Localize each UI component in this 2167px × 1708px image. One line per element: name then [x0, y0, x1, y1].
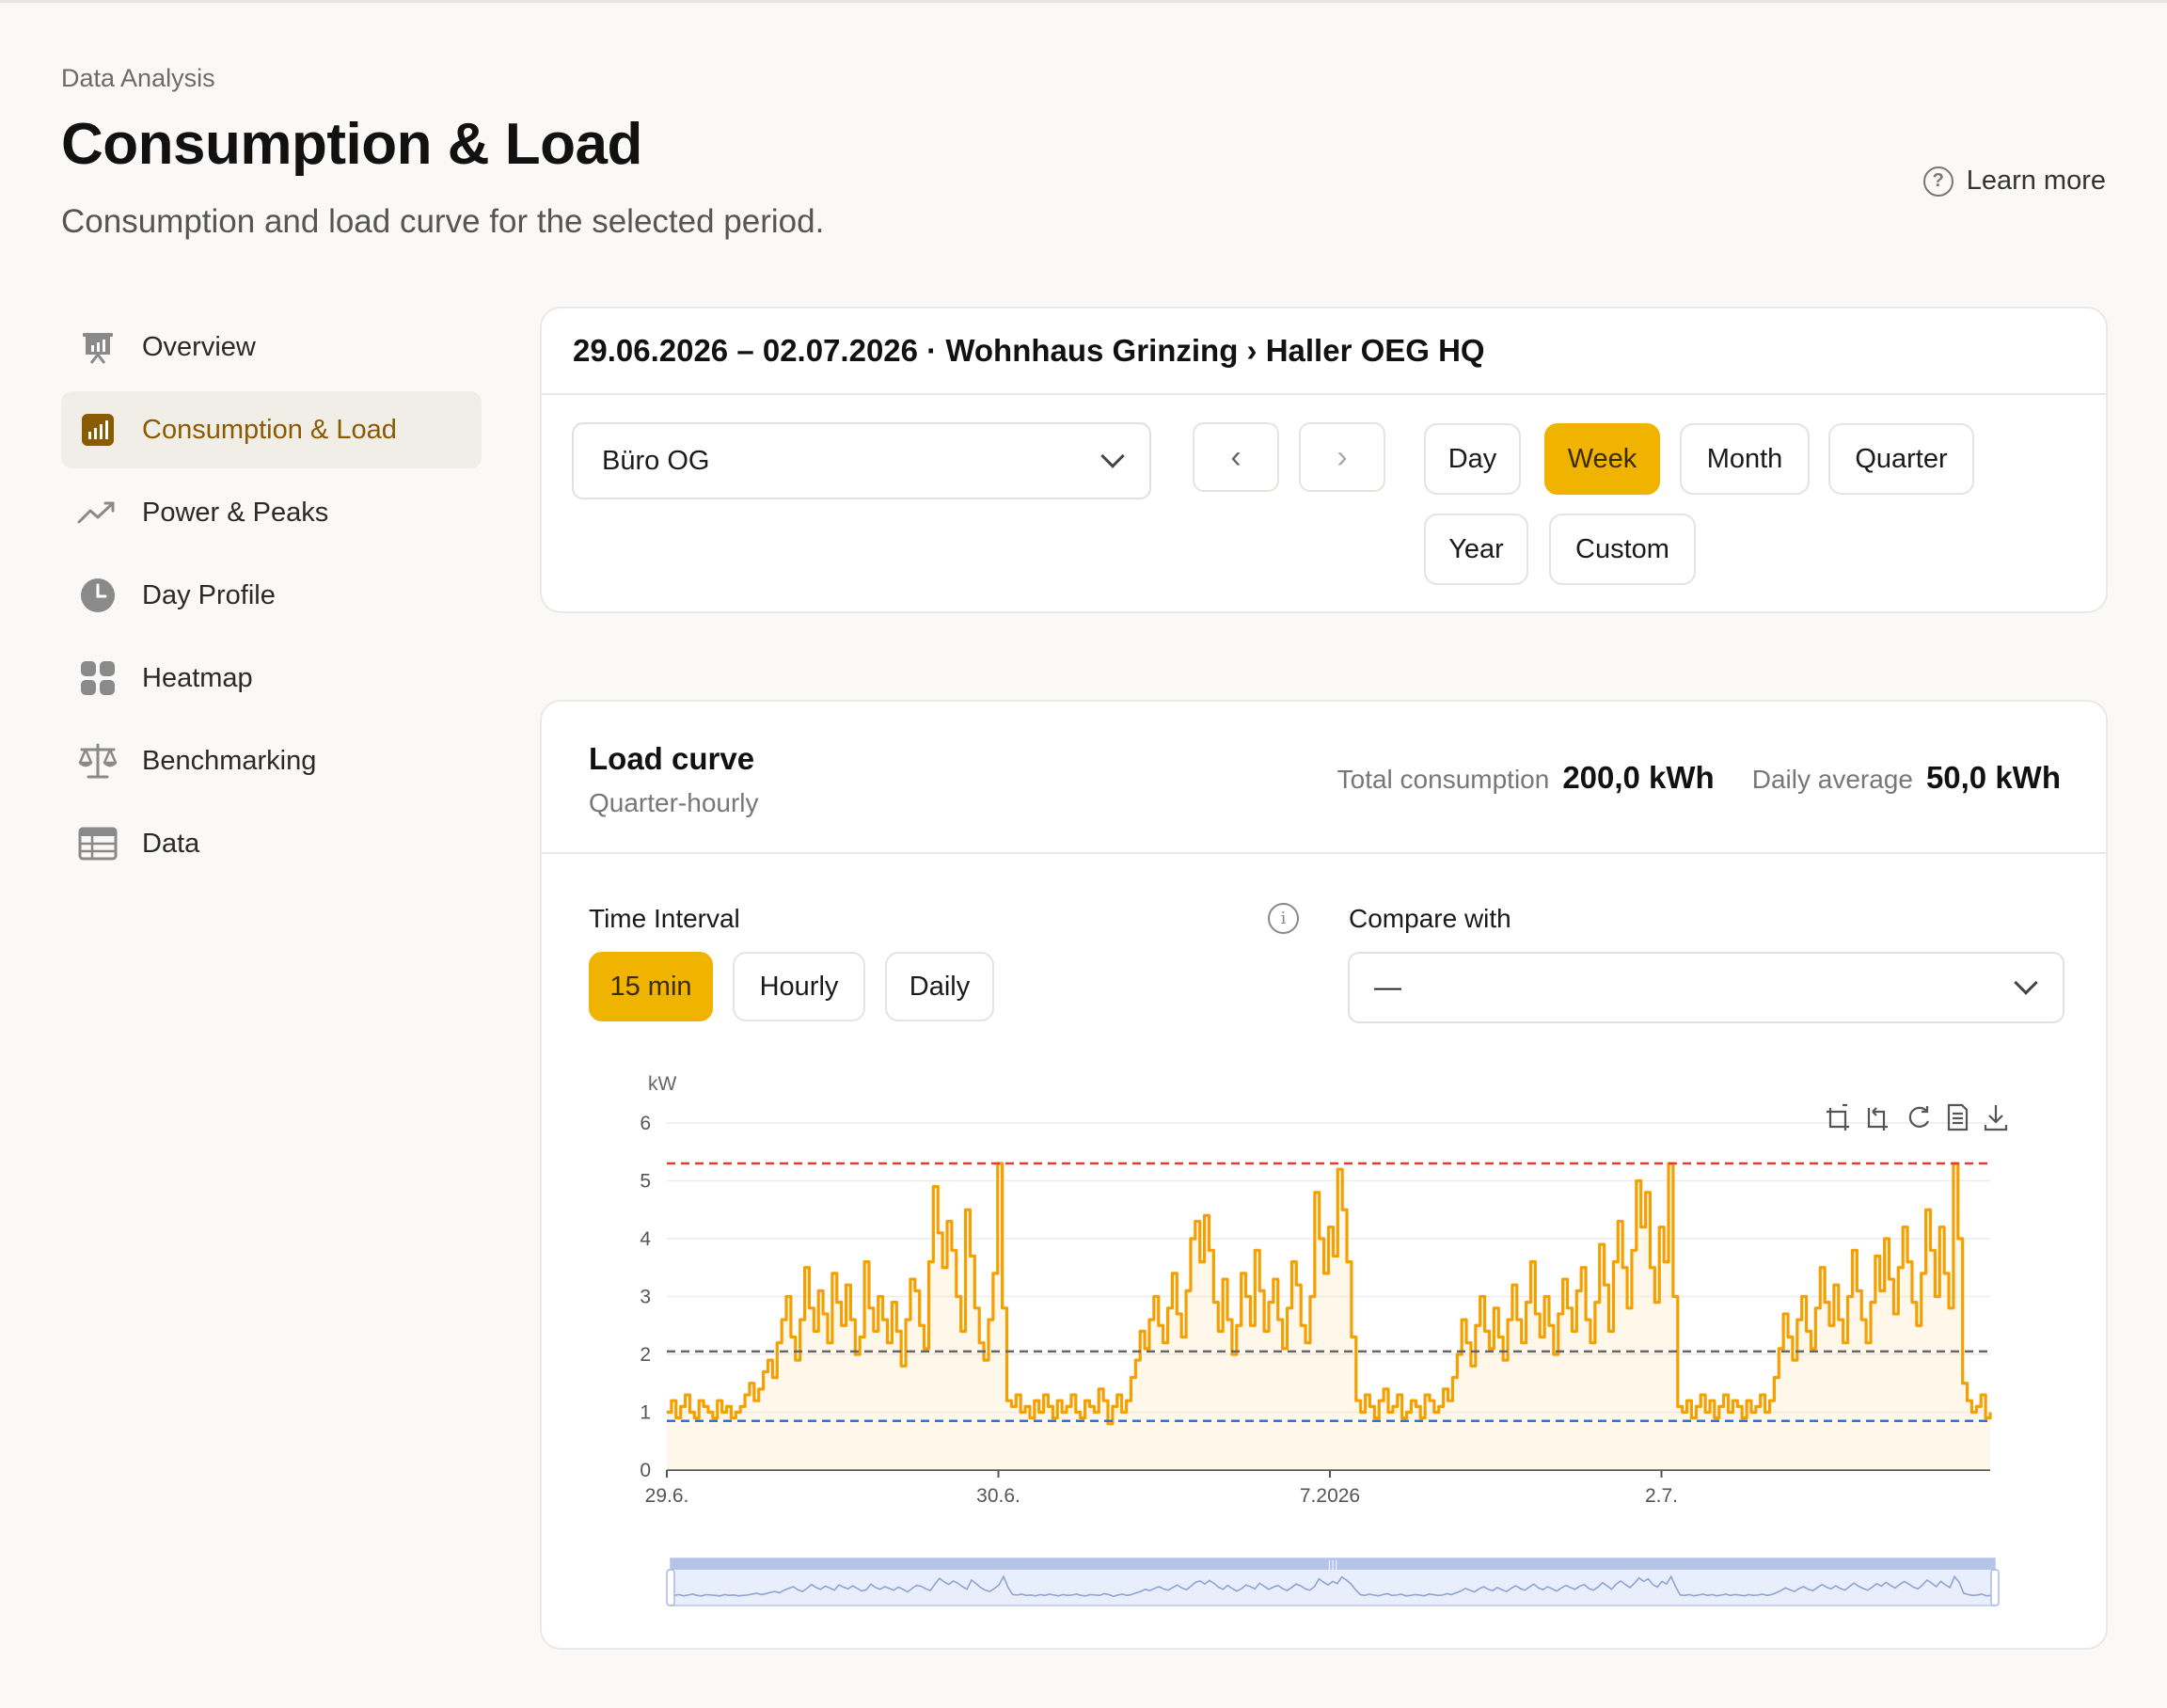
prev-period-button[interactable]: ‹ — [1193, 422, 1279, 492]
interval-daily-button[interactable]: Daily — [885, 952, 994, 1021]
learn-more-label: Learn more — [1966, 166, 2106, 196]
zoom-slider-preview — [673, 1574, 1992, 1598]
daily-average-label: Daily average — [1751, 765, 1913, 794]
y-tick-label: 1 — [640, 1402, 651, 1424]
sidebar-item-label: Overview — [142, 331, 256, 362]
x-tick-label: 7.2026 — [1300, 1485, 1360, 1507]
period-quarter-button[interactable]: Quarter — [1828, 423, 1974, 495]
zoom-reset-icon[interactable] — [1867, 1107, 1888, 1131]
sidebar-item-day-profile[interactable]: Day Profile — [61, 557, 482, 634]
page-title: Consumption & Load — [61, 112, 642, 177]
zoom-slider-left-handle — [666, 1569, 675, 1606]
scale-icon — [76, 739, 119, 783]
y-tick-label: 5 — [640, 1171, 651, 1193]
zoom-slider-right-handle — [1990, 1569, 2000, 1606]
grid-icon — [76, 656, 119, 700]
x-tick-label: 30.6. — [976, 1485, 1020, 1507]
time-interval-label: Time Interval — [589, 904, 740, 933]
sidebar-item-label: Benchmarking — [142, 745, 317, 776]
load-curve-title: Load curve — [589, 741, 755, 776]
daily-average-value: 50,0 kWh — [1925, 760, 2061, 795]
load-curve-chart[interactable]: kW 0 1 2 3 4 5 6 29.6. 30.6. 7.2026 2.7. ||| — [542, 702, 2106, 1648]
load-curve-subtitle: Quarter-hourly — [589, 788, 759, 817]
trending-up-icon — [76, 491, 119, 534]
load-curve-header: Load curve Quarter-hourly Total consumpt… — [542, 702, 2106, 854]
interval-15min-button[interactable]: 15 min — [589, 952, 713, 1021]
chevron-left-icon: ‹ — [1230, 438, 1242, 475]
section-eyebrow: Data Analysis — [61, 64, 215, 92]
meter-select-value: Büro OG — [602, 445, 710, 476]
x-tick-label: 29.6. — [645, 1485, 689, 1507]
period-heading: 29.06.2026 – 02.07.2026 · Wohnhaus Grinz… — [542, 308, 2106, 395]
page-subtitle: Consumption and load curve for the selec… — [61, 203, 825, 240]
compare-with-label: Compare with — [1349, 904, 1511, 933]
download-icon[interactable] — [1984, 1105, 2008, 1131]
period-month-button[interactable]: Month — [1680, 423, 1810, 495]
table-icon — [76, 822, 119, 865]
y-tick-label: 4 — [640, 1228, 651, 1250]
y-tick-label: 0 — [640, 1460, 651, 1481]
compare-with-select[interactable]: — — [1348, 952, 2064, 1023]
filter-card: 29.06.2026 – 02.07.2026 · Wohnhaus Grinz… — [540, 307, 2108, 613]
chevron-right-icon: › — [1337, 438, 1348, 475]
help-icon: ? — [1922, 166, 1953, 197]
next-period-button[interactable]: › — [1299, 422, 1385, 492]
period-day-button[interactable]: Day — [1424, 423, 1521, 495]
consumption-stats: Total consumption 200,0 kWh Daily averag… — [1337, 760, 2061, 796]
total-consumption-value: 200,0 kWh — [1562, 760, 1715, 795]
learn-more-link[interactable]: ? Learn more — [1922, 166, 2106, 197]
sidebar-item-benchmarking[interactable]: Benchmarking — [61, 722, 482, 799]
x-tick-label: 2.7. — [1645, 1485, 1678, 1507]
sidebar-item-power-peaks[interactable]: Power & Peaks — [61, 474, 482, 551]
total-consumption-label: Total consumption — [1337, 765, 1550, 794]
clock-icon — [76, 574, 119, 617]
period-custom-button[interactable]: Custom — [1549, 514, 1696, 585]
load-curve-card: Load curve Quarter-hourly Total consumpt… — [540, 700, 2108, 1650]
sidebar-item-label: Power & Peaks — [142, 497, 329, 528]
top-border — [0, 0, 2167, 3]
presentation-chart-icon — [76, 325, 119, 369]
y-tick-label: 2 — [640, 1344, 651, 1366]
sidebar-item-consumption-load[interactable]: Consumption & Load — [61, 391, 482, 468]
interval-hourly-button[interactable]: Hourly — [733, 952, 865, 1021]
sidebar-item-label: Data — [142, 828, 200, 859]
chevron-down-icon — [1100, 444, 1125, 468]
zoom-slider-grip-icon: ||| — [1327, 1558, 1337, 1571]
sidebar-item-label: Consumption & Load — [142, 414, 397, 445]
y-tick-label: 6 — [640, 1113, 651, 1134]
sidebar-item-data[interactable]: Data — [61, 805, 482, 882]
sidebar-item-heatmap[interactable]: Heatmap — [61, 640, 482, 717]
info-icon[interactable]: i — [1268, 903, 1299, 934]
period-year-button[interactable]: Year — [1424, 514, 1528, 585]
zoom-select-icon[interactable] — [1827, 1103, 1849, 1131]
zoom-slider-handle-bar — [671, 1558, 1995, 1570]
restore-icon[interactable] — [1908, 1106, 1930, 1128]
sidebar-item-overview[interactable]: Overview — [61, 308, 482, 386]
meter-select[interactable]: Büro OG — [572, 422, 1151, 499]
sidebar: Overview Consumption & Load Power & Peak… — [61, 308, 482, 888]
sidebar-item-label: Heatmap — [142, 662, 253, 693]
data-view-icon[interactable] — [1947, 1103, 1969, 1131]
y-axis-label: kW — [648, 1073, 677, 1095]
load-curve-line — [667, 1162, 1992, 1426]
sidebar-item-label: Day Profile — [142, 579, 276, 610]
y-tick-label: 3 — [640, 1287, 651, 1308]
bar-chart-icon — [76, 408, 119, 451]
period-week-button[interactable]: Week — [1544, 423, 1660, 495]
compare-with-value: — — [1374, 972, 1401, 1003]
